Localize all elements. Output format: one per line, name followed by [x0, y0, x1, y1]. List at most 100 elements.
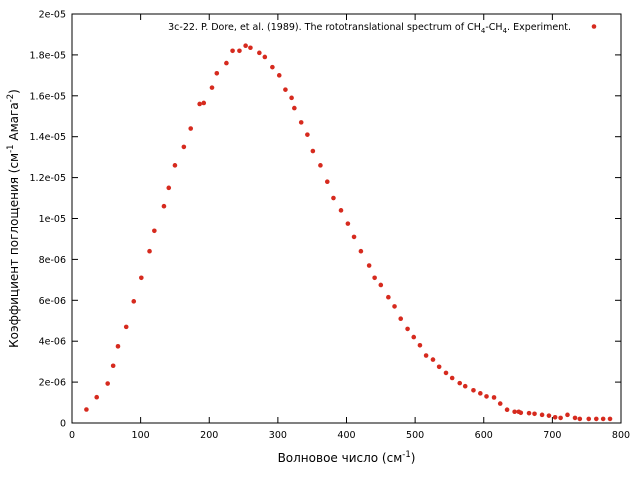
- legend-marker: [591, 24, 597, 29]
- data-point: [546, 413, 552, 418]
- data-point: [351, 234, 357, 240]
- data-point: [324, 179, 330, 184]
- data-point: [276, 73, 282, 78]
- x-tick-label: 700: [543, 430, 561, 441]
- data-point: [110, 363, 116, 369]
- data-point: [539, 412, 545, 418]
- y-tick-label: 1.4e-05: [30, 132, 66, 143]
- data-point: [289, 95, 294, 101]
- data-point: [147, 248, 152, 254]
- legend-label: 3c-22. P. Dore, et al. (1989). The rotot…: [168, 22, 571, 35]
- x-tick-label: 500: [406, 430, 424, 441]
- data-point: [398, 316, 404, 322]
- x-tick-label: 300: [269, 430, 287, 441]
- data-point: [430, 357, 436, 362]
- data-point: [386, 294, 391, 300]
- y-tick-label: 1.2e-05: [30, 173, 66, 184]
- data-point: [586, 416, 592, 422]
- data-point: [214, 71, 220, 76]
- data-point: [565, 412, 570, 418]
- data-point: [298, 120, 304, 125]
- data-point: [491, 395, 497, 400]
- data-point: [257, 50, 262, 56]
- data-point: [105, 381, 110, 386]
- data-point: [152, 228, 157, 234]
- y-tick-label: 1.6e-05: [30, 91, 66, 102]
- data-point: [372, 275, 377, 281]
- x-tick-label: 100: [132, 430, 150, 441]
- data-point: [532, 411, 537, 417]
- x-tick-label: 600: [475, 430, 493, 441]
- data-point: [237, 48, 242, 54]
- data-point: [310, 148, 316, 154]
- data-point: [558, 415, 563, 421]
- data-point: [405, 326, 410, 332]
- data-point: [209, 85, 215, 90]
- data-point: [172, 163, 178, 168]
- data-point: [84, 407, 89, 412]
- y-tick-label: 1.8e-05: [30, 50, 66, 61]
- data-point: [593, 416, 599, 422]
- data-point: [181, 144, 187, 150]
- x-tick-label: 0: [69, 430, 75, 441]
- data-point: [392, 304, 397, 309]
- data-point: [512, 409, 517, 415]
- plot-frame: [71, 13, 622, 424]
- data-point: [443, 370, 449, 376]
- y-axis-label: Коэффициент поглощения (см-1 Амага-2): [6, 89, 21, 348]
- data-point: [478, 391, 483, 396]
- y-tick-label: 2e-06: [39, 378, 66, 389]
- data-point: [572, 415, 578, 421]
- data-point: [139, 275, 144, 281]
- data-point: [504, 407, 510, 413]
- data-point: [201, 100, 207, 106]
- ticks-layer: 0 100 200 300 400 500 600 700 800 0 2e-06 4e-06 6e-0…: [30, 10, 631, 442]
- data-point: [417, 342, 423, 348]
- data-point: [497, 401, 503, 406]
- data-point: [577, 416, 583, 422]
- data-point: [526, 410, 532, 416]
- y-tick-label: 1e-05: [39, 214, 66, 225]
- y-tick-label: 4e-06: [39, 337, 66, 348]
- x-tick-label: 800: [612, 430, 630, 441]
- x-tick-label: 200: [200, 430, 218, 441]
- data-point: [230, 48, 235, 54]
- data-point: [358, 248, 364, 254]
- data-point: [471, 387, 476, 393]
- data-point: [484, 394, 489, 399]
- legend: 3c-22. P. Dore, et al. (1989). The rotot…: [168, 22, 597, 35]
- y-tick-label: 2e-05: [39, 10, 66, 21]
- data-point: [600, 416, 606, 422]
- data-point: [197, 101, 202, 107]
- data-point: [411, 334, 417, 340]
- data-point: [123, 324, 129, 330]
- data-point: [188, 126, 194, 131]
- data-point: [378, 282, 384, 288]
- data-point: [518, 410, 524, 416]
- data-point: [345, 221, 351, 226]
- data-point: [292, 105, 297, 111]
- y-tick-label: 6e-06: [39, 296, 66, 307]
- data-point: [457, 380, 463, 386]
- data-point: [436, 364, 442, 370]
- data-point: [131, 299, 137, 304]
- data-point: [423, 353, 429, 358]
- data-point: [270, 64, 275, 70]
- data-point: [607, 416, 613, 422]
- y-tick-label: 8e-06: [39, 255, 66, 266]
- data-point: [224, 60, 229, 66]
- data-point: [331, 195, 336, 201]
- data-point: [161, 203, 167, 209]
- data-point: [338, 208, 344, 213]
- data-point: [243, 43, 248, 48]
- data-point: [366, 263, 372, 268]
- data-point: [94, 394, 100, 400]
- data-point: [283, 87, 288, 92]
- data-point: [552, 414, 558, 420]
- data-point: [305, 132, 310, 137]
- data-point: [262, 54, 268, 60]
- data-point: [166, 185, 172, 191]
- data-point: [115, 344, 121, 349]
